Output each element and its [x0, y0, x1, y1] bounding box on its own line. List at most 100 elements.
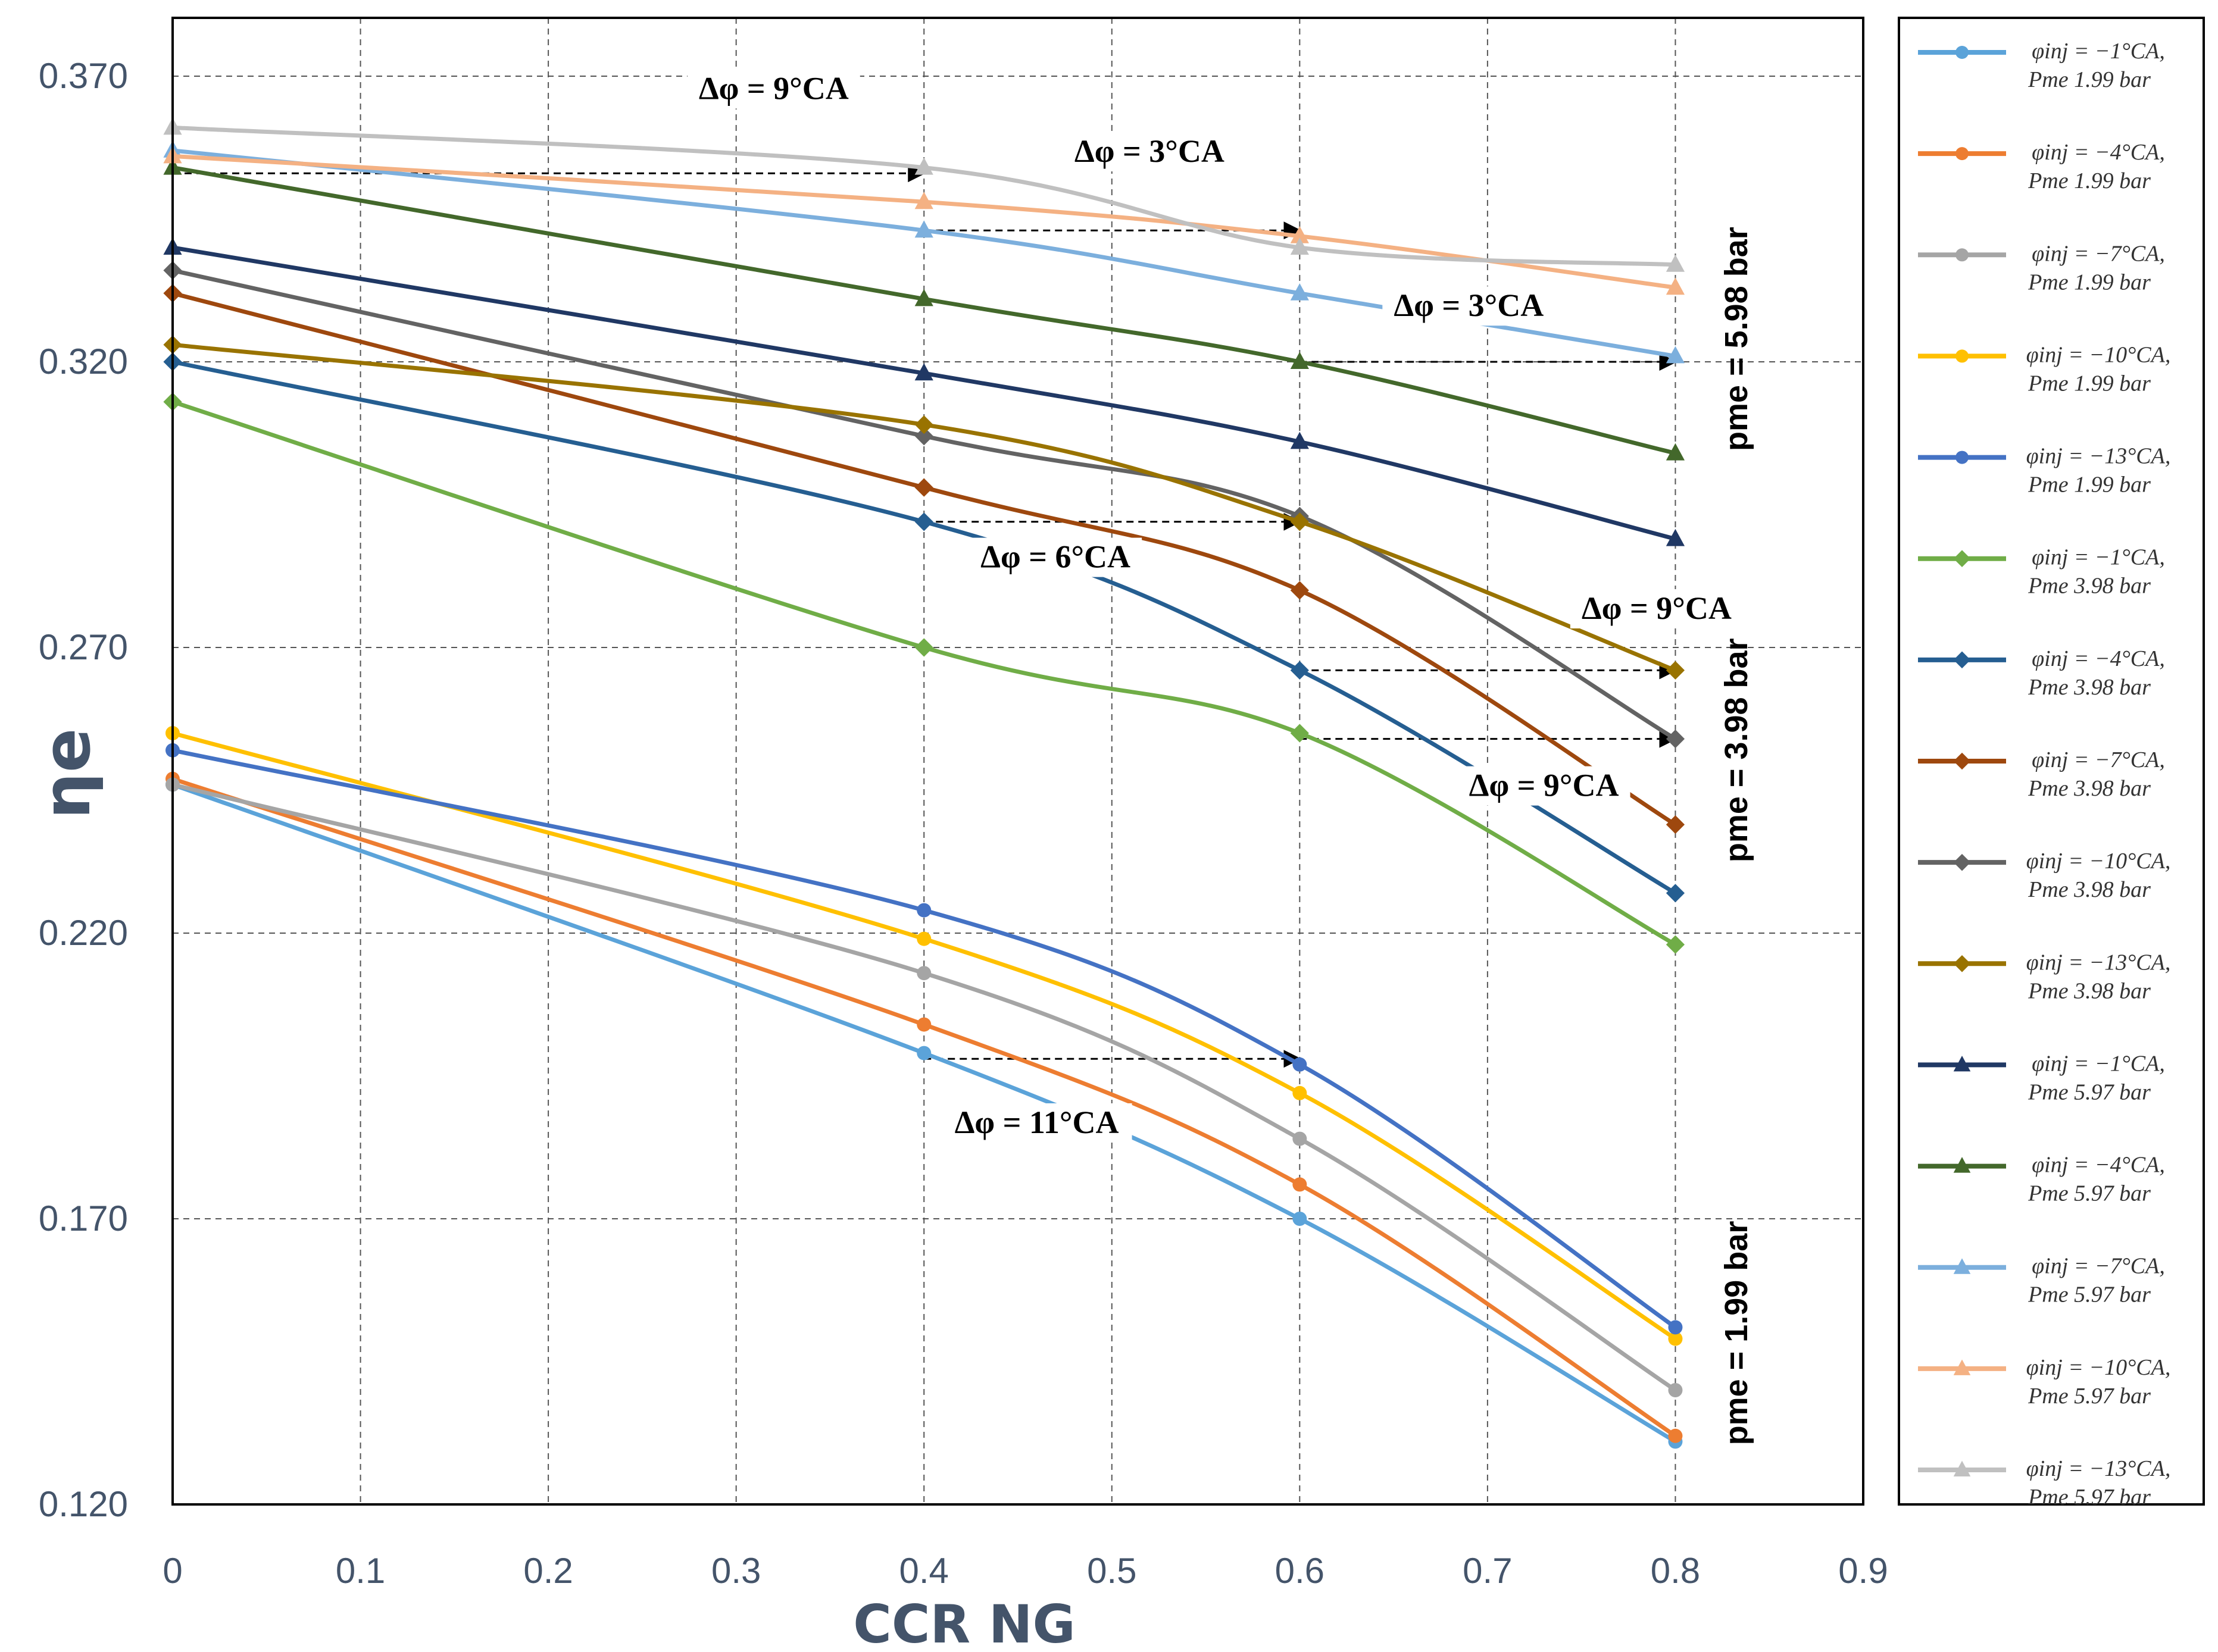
data-point [917, 903, 932, 918]
legend: φinj = −1°CA, Pme 1.99 bar φinj = −4°CA, Pm… [1898, 17, 2205, 1510]
legend-label: Pme 3.98 bar [2028, 877, 2151, 902]
data-point [914, 512, 933, 531]
data-point [1668, 1320, 1683, 1335]
series-line [172, 165, 1676, 456]
data-point [1668, 1383, 1683, 1397]
legend-marker [1953, 1460, 1971, 1476]
data-point [914, 638, 933, 657]
y-tick-label: 0.320 [39, 342, 128, 381]
legend-marker [1953, 651, 1971, 669]
legend-marker [1953, 955, 1971, 972]
data-point [1666, 661, 1685, 680]
data-point [1292, 1212, 1307, 1226]
x-tick-label: 0.3 [711, 1551, 761, 1591]
legend-item: φinj = −7°CA, Pme 1.99 bar [1918, 241, 2165, 295]
series-line [172, 125, 1676, 267]
legend-label: φinj = −10°CA, [2026, 342, 2171, 367]
data-point [917, 1046, 932, 1060]
annotation-bg [1457, 766, 1630, 806]
delta-annotation: Δφ = 9°CA [699, 70, 849, 106]
data-point [914, 157, 933, 175]
legend-label: φinj = −4°CA, [2032, 646, 2165, 671]
delta-annotation: Δφ = 9°CA [1469, 768, 1619, 803]
data-point [914, 363, 933, 381]
pme-label: pme = 1.99 bar [1719, 1221, 1754, 1446]
legend-marker [1953, 1056, 1971, 1072]
legend-label: φinj = −10°CA, [2026, 849, 2171, 874]
x-tick-label: 0.6 [1275, 1551, 1324, 1591]
legend-item: φinj = −1°CA, Pme 5.97 bar [1918, 1051, 2165, 1105]
series-line [172, 245, 1676, 541]
legend-label: φinj = −13°CA, [2026, 950, 2171, 975]
data-point [1290, 352, 1309, 369]
legend-label: φinj = −7°CA, [2032, 241, 2165, 266]
y-tick-label: 0.120 [39, 1484, 128, 1524]
legend-marker [1953, 1157, 1971, 1173]
legend-item: φinj = −4°CA, Pme 5.97 bar [1918, 1153, 2165, 1206]
series-line [172, 783, 1677, 1392]
pme-label: pme = 5.98 bar [1719, 227, 1754, 451]
legend-label: Pme 1.99 bar [2028, 371, 2151, 396]
data-point [1666, 346, 1685, 364]
legend-item: φinj = −10°CA, Pme 5.97 bar [1918, 1355, 2170, 1409]
legend-label: φinj = −13°CA, [2026, 1456, 2171, 1481]
legend-marker [1955, 450, 1969, 464]
data-point [1290, 724, 1309, 743]
legend-marker [1953, 853, 1971, 871]
series-line [172, 342, 1676, 672]
data-point [1666, 277, 1685, 295]
legend-item: φinj = −13°CA, Pme 3.98 bar [1918, 950, 2170, 1003]
data-point [1666, 528, 1685, 546]
data-point [1290, 237, 1309, 255]
data-point [1666, 935, 1685, 954]
legend-label: Pme 5.97 bar [2028, 1485, 2151, 1510]
annotation-bg [1570, 589, 1743, 628]
legend-label: φinj = −1°CA, [2032, 39, 2165, 64]
annotation-bg [941, 1103, 1132, 1143]
delta-annotation: Δφ = 6°CA [980, 539, 1130, 575]
series [165, 777, 1683, 1397]
legend-label: Pme 5.97 bar [2028, 1282, 2151, 1307]
annotation-bg [687, 69, 860, 109]
x-tick-label: 0.4 [899, 1551, 949, 1591]
x-tick-label: 0 [163, 1551, 182, 1591]
legend-item: φinj = −1°CA, Pme 1.99 bar [1918, 39, 2165, 92]
delta-annotation: Δφ = 3°CA [1394, 287, 1544, 323]
axis-ticks: 0 0.1 0.2 0.3 0.4 0.5 0.6 0.7 0.8 0.9 0.120 0.170 0.… [39, 56, 1888, 1591]
legend-marker [1955, 248, 1969, 262]
series-line [172, 748, 1677, 1329]
legend-item: φinj = −13°CA, Pme 1.99 bar [1918, 444, 2170, 498]
annotation-bg [1063, 132, 1236, 171]
legend-label: Pme 5.97 bar [2028, 1384, 2151, 1409]
data-point [917, 966, 932, 981]
x-tick-label: 0.7 [1463, 1551, 1512, 1591]
pme-label: pme = 3.98 bar [1719, 638, 1754, 862]
legend-label: Pme 5.97 bar [2028, 1080, 2151, 1105]
series [165, 771, 1683, 1443]
legend-label: φinj = −7°CA, [2032, 747, 2165, 772]
legend-label: Pme 1.99 bar [2028, 67, 2151, 92]
data-point [1668, 1331, 1683, 1346]
data-point [914, 192, 933, 209]
legend-label: φinj = −13°CA, [2026, 444, 2171, 469]
data-point [1290, 431, 1309, 449]
legend-marker [1953, 1258, 1971, 1274]
data-point [1668, 1428, 1683, 1443]
legend-item: φinj = −10°CA, Pme 3.98 bar [1918, 849, 2170, 902]
x-tick-label: 0.8 [1651, 1551, 1700, 1591]
series [163, 284, 1685, 834]
data-point [914, 427, 933, 446]
legend-label: Pme 1.99 bar [2028, 473, 2151, 498]
legend-item: φinj = −4°CA, Pme 1.99 bar [1918, 140, 2165, 193]
legend-item: φinj = −7°CA, Pme 3.98 bar [1918, 747, 2165, 801]
series-line [171, 399, 1677, 947]
legend-label: φinj = −1°CA, [2032, 545, 2165, 570]
series [163, 237, 1685, 546]
legend-marker [1955, 147, 1969, 161]
legend-label: φinj = −4°CA, [2032, 1153, 2165, 1178]
y-tick-label: 0.170 [39, 1199, 128, 1238]
legend-item: φinj = −1°CA, Pme 3.98 bar [1918, 545, 2165, 599]
x-tick-label: 0.9 [1838, 1551, 1888, 1591]
legend-label: φinj = −1°CA, [2032, 1051, 2165, 1076]
